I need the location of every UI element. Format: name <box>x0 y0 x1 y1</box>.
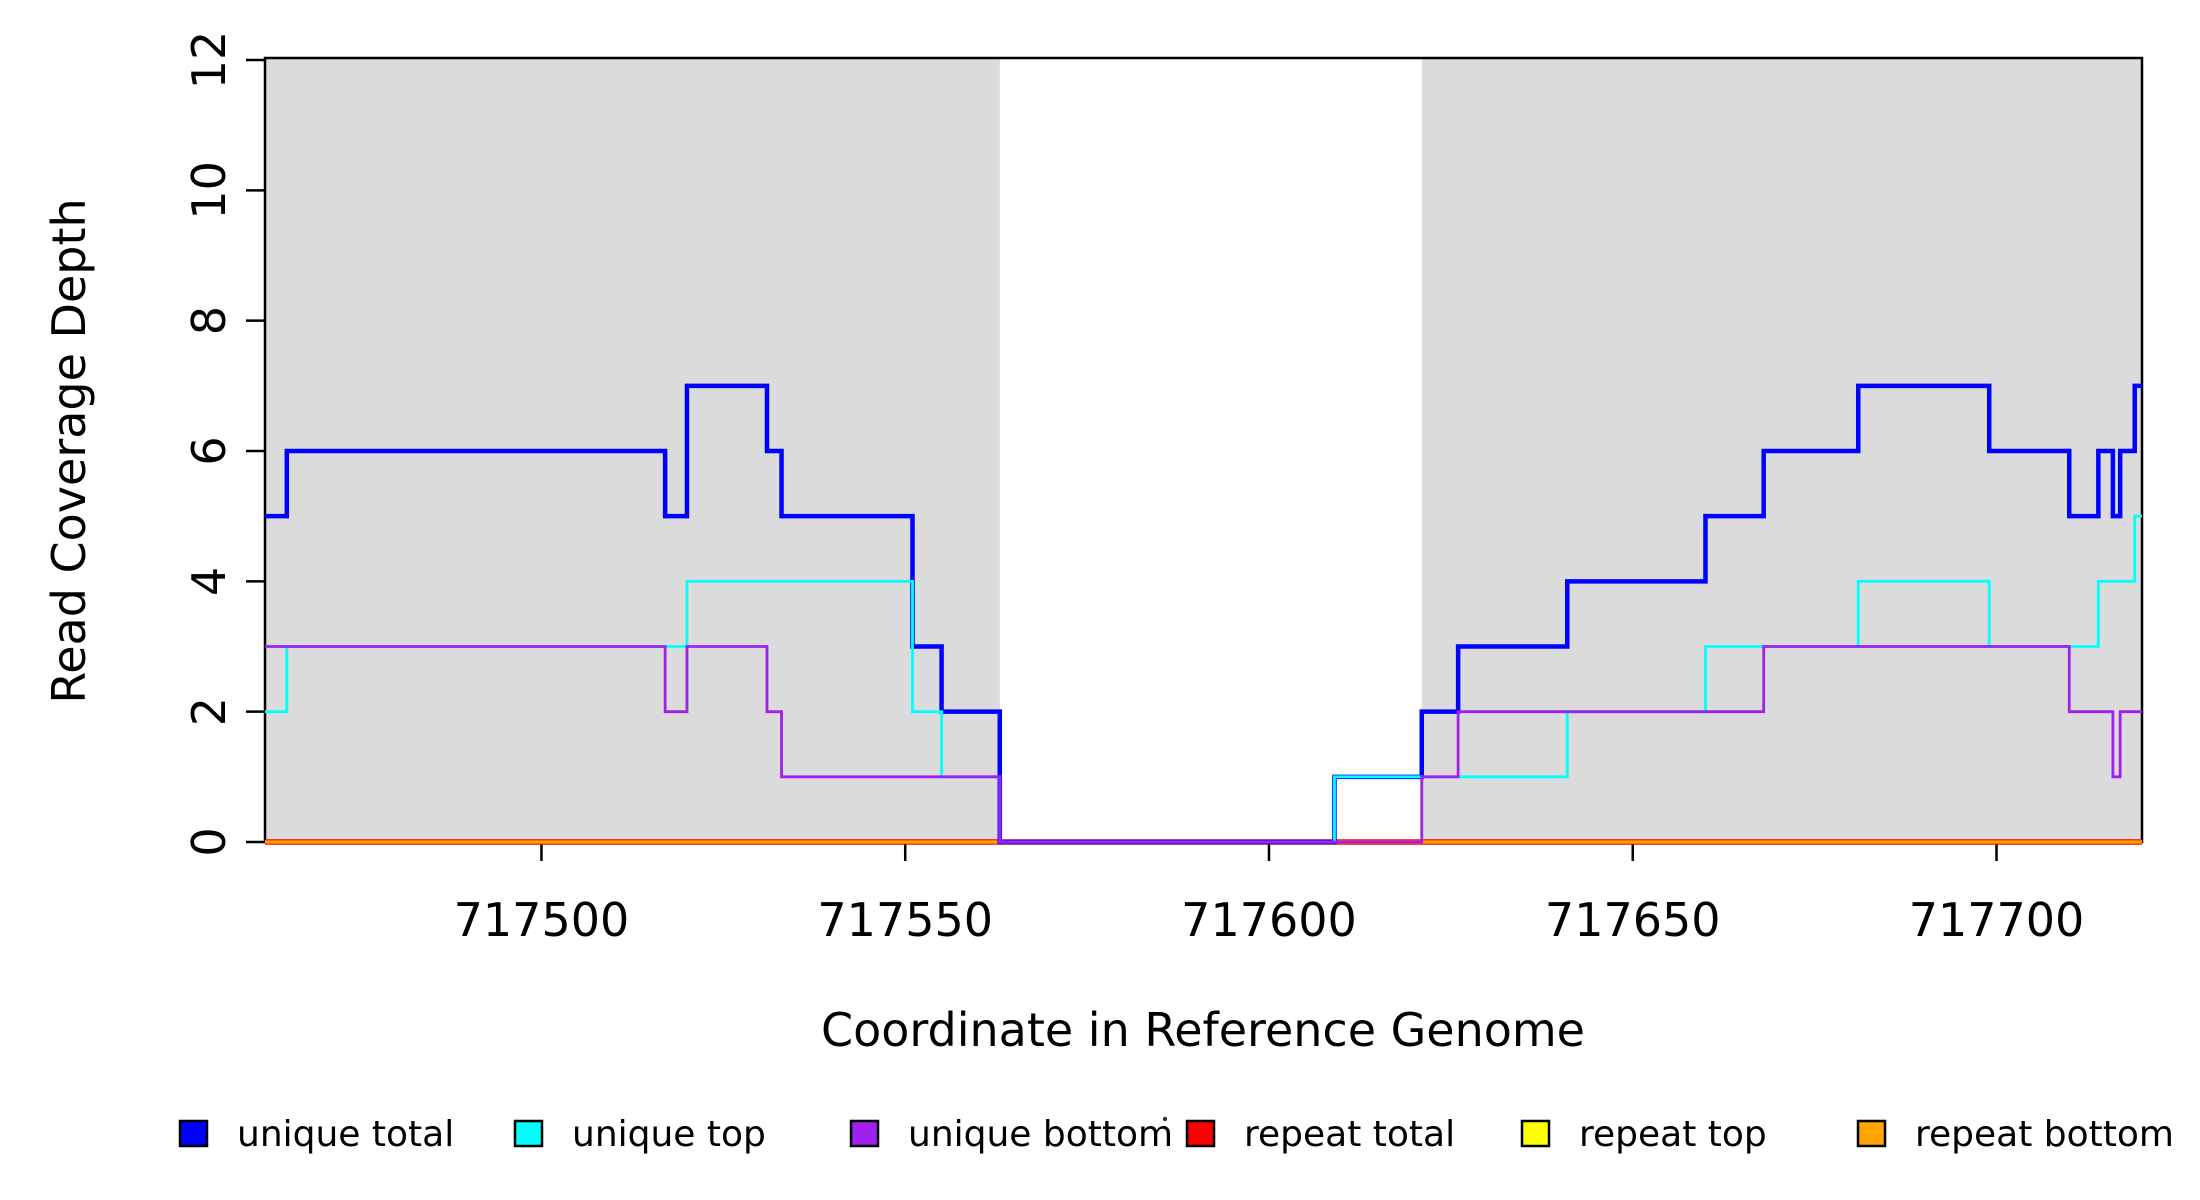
legend-swatch-repeat-top <box>1520 1119 1551 1148</box>
y-axis-title: Read Coverage Depth <box>42 198 96 703</box>
x-tick-label: 717600 <box>1181 893 1357 947</box>
legend-swatch-unique-total <box>178 1119 209 1148</box>
x-tick-label: 717700 <box>1909 893 2085 947</box>
legend-label-repeat-bottom: repeat bottom <box>1915 1114 2174 1155</box>
y-tick-label: 10 <box>182 161 236 220</box>
x-tick-label: 717650 <box>1545 893 1721 947</box>
legend-swatch-unique-top <box>513 1119 544 1148</box>
y-tick-label: 12 <box>182 31 236 90</box>
legend-label-unique-bottom: unique bottom <box>908 1114 1173 1155</box>
x-tick-label: 717550 <box>817 893 993 947</box>
legend-label-repeat-total: repeat total <box>1244 1114 1455 1155</box>
legend-label-unique-top: unique top <box>572 1114 766 1155</box>
stray-dot <box>1162 1116 1168 1122</box>
y-tick-label: 4 <box>182 567 236 596</box>
series-unique-total <box>265 383 2142 845</box>
legend-swatch-unique-bottom <box>849 1119 880 1148</box>
x-tick-label: 717500 <box>454 893 630 947</box>
legend-swatch-repeat-bottom <box>1856 1119 1887 1148</box>
y-tick-label: 2 <box>182 697 236 726</box>
legend-label-unique-total: unique total <box>237 1114 454 1155</box>
series-unique-bottom <box>265 645 2142 844</box>
y-tick-label: 0 <box>182 827 236 856</box>
y-tick-label: 8 <box>182 306 236 335</box>
x-axis-title: Coordinate in Reference Genome <box>821 1003 1585 1057</box>
legend-swatch-repeat-total <box>1185 1119 1216 1148</box>
legend-label-repeat-top: repeat top <box>1579 1114 1767 1155</box>
y-tick-label: 6 <box>182 436 236 465</box>
